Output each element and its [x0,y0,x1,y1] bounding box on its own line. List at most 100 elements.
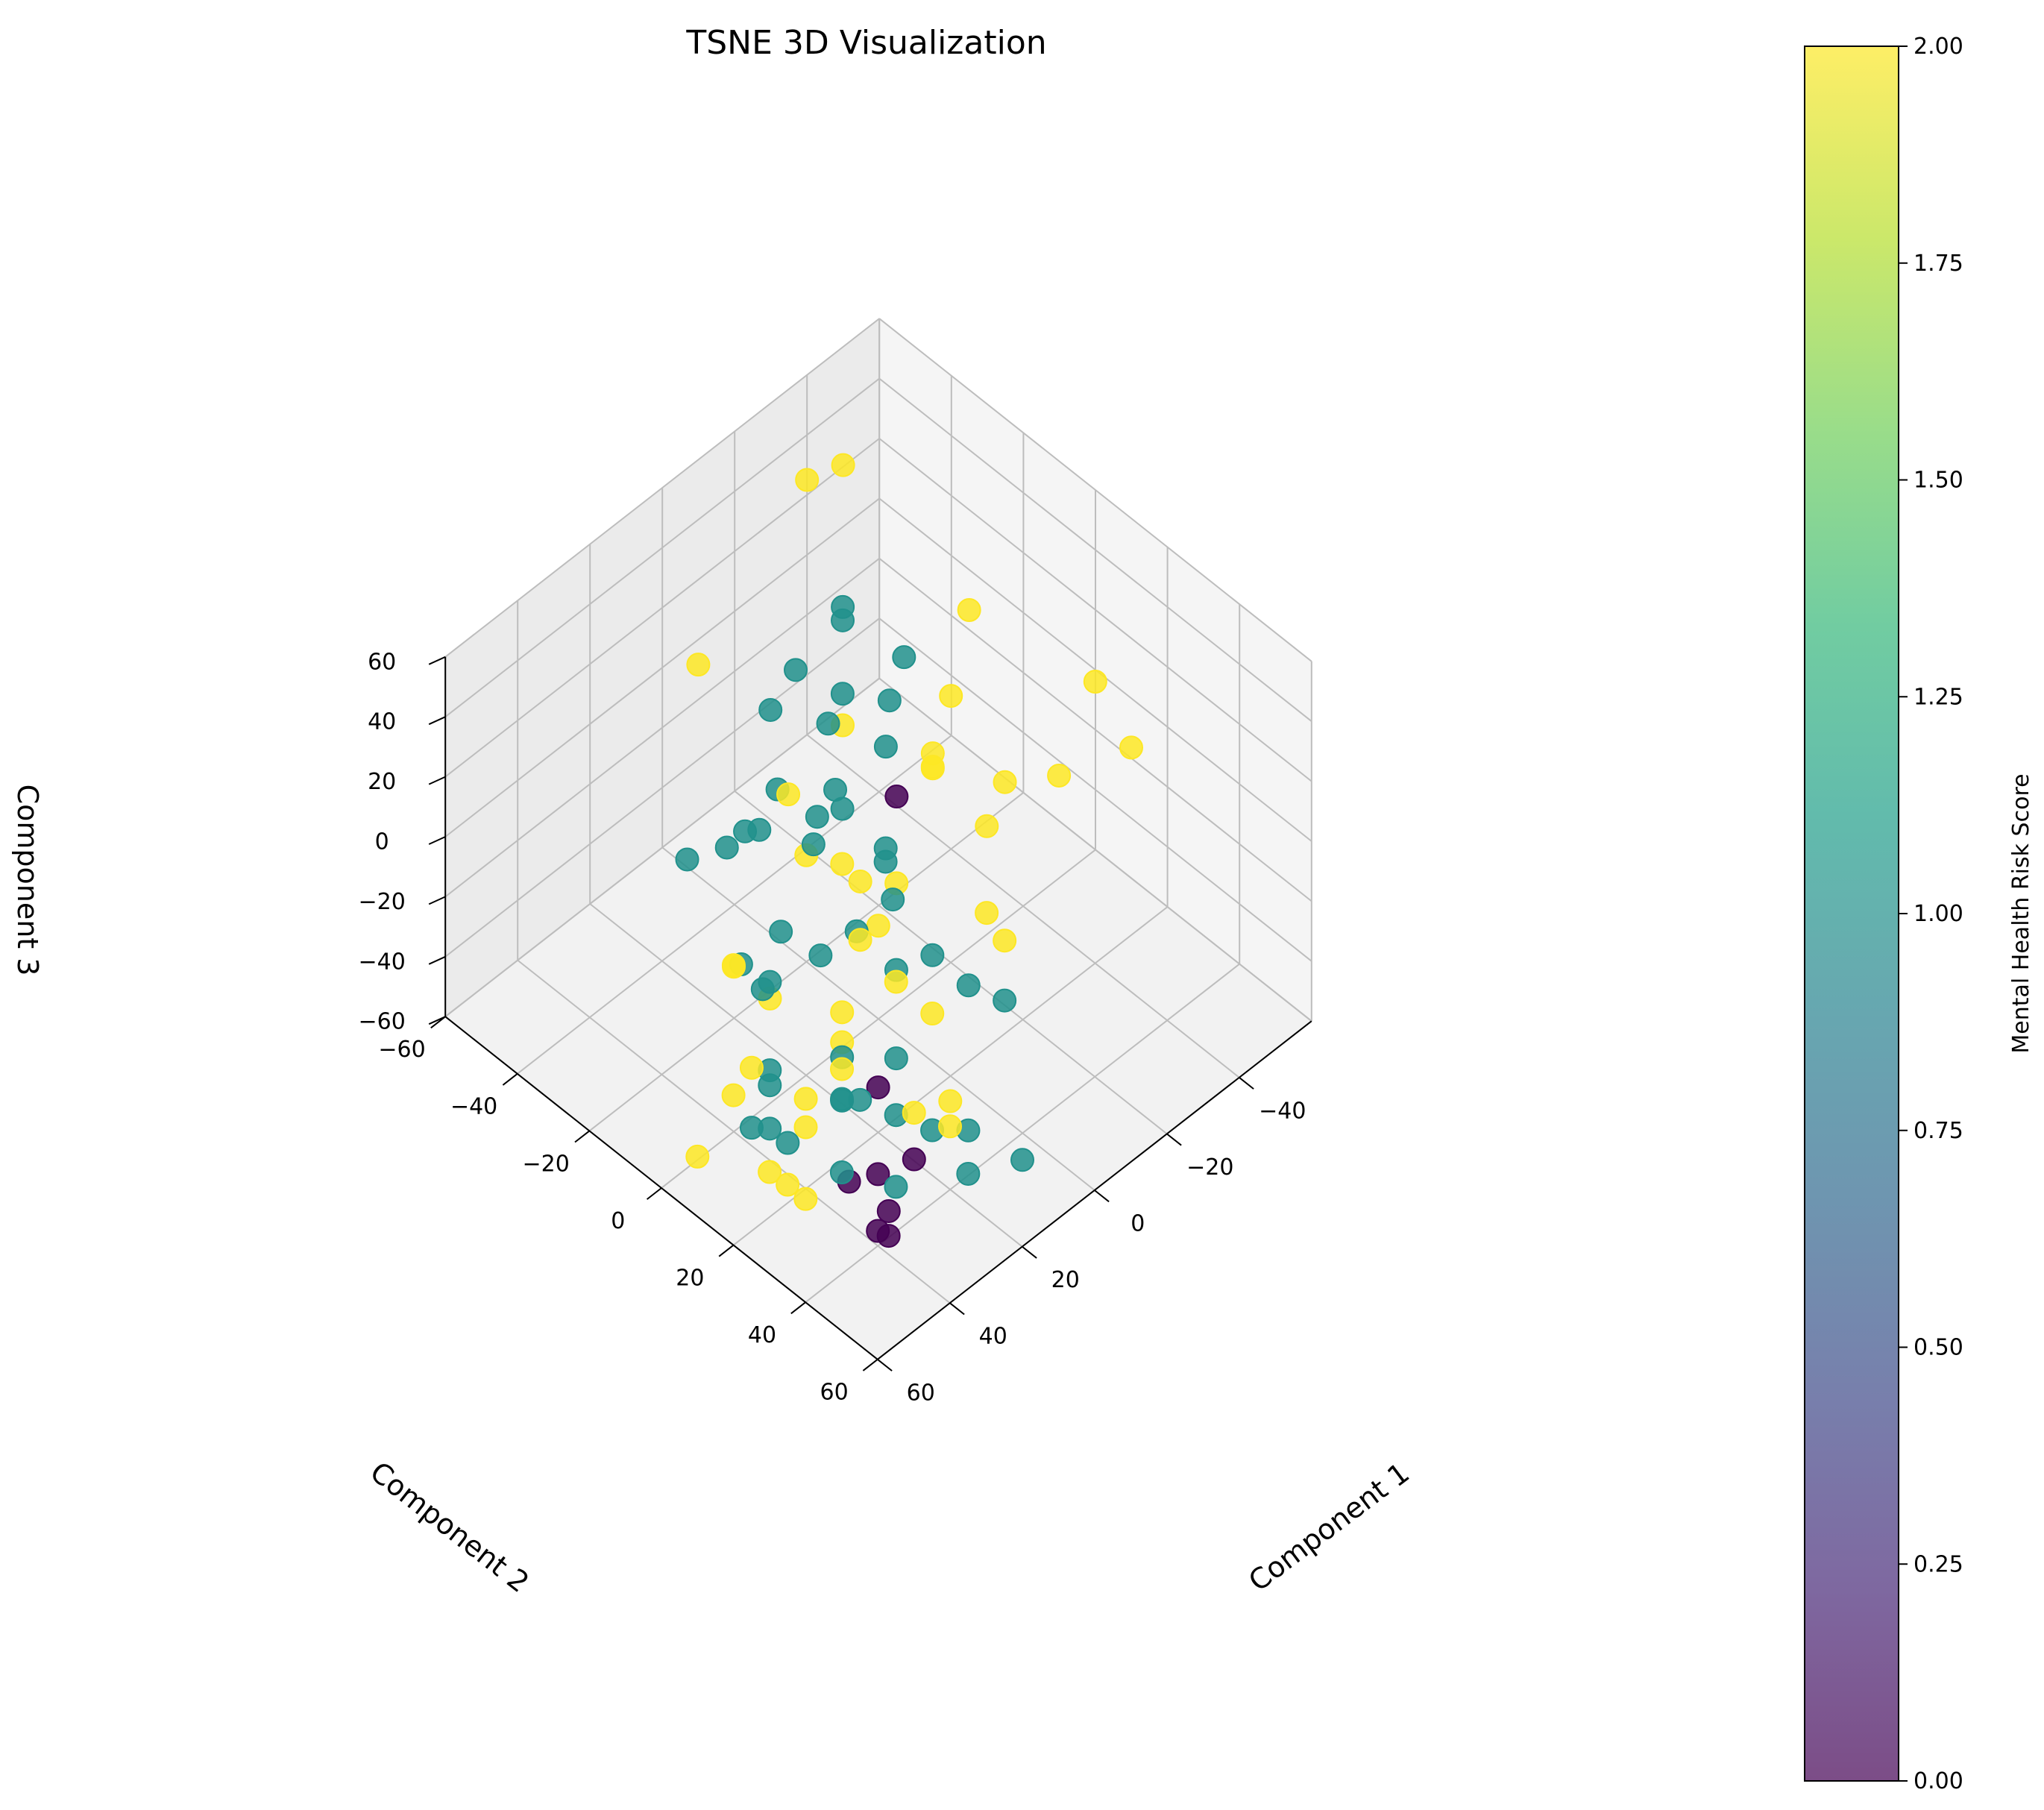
scatter-point [920,1002,945,1026]
colorbar-tick-label: 1.00 [1914,901,1963,927]
axes-3d: −40 −20 0 20 40 60 −60 −40 −20 0 20 40 60 −60 −40 −20… [359,318,1312,1406]
z-tick-label: 0 [375,829,389,855]
scatter-point [831,608,855,632]
scatter-point [993,928,1017,953]
z-tick-label: −20 [359,889,406,915]
scatter-point [1083,670,1107,694]
x-ticks: −40 −20 0 20 40 60 [877,1077,1306,1406]
scatter-point [831,453,855,477]
scatter-point [873,849,898,874]
scatter-point [848,869,872,893]
scatter-point [956,1161,981,1186]
scatter-point [776,1131,800,1155]
scatter-point [758,1073,782,1098]
scatter-point [920,943,945,967]
scatter-point [956,973,981,998]
scatter-point [902,1101,926,1125]
scatter-point [938,1114,962,1139]
scatter-point [873,735,898,759]
scatter-point [758,697,783,722]
y-tick-label: 60 [820,1380,849,1406]
scatter-point [975,901,999,926]
y-tick-label: 0 [611,1208,625,1234]
scatter-point [829,1160,854,1184]
x-tick-label: 60 [907,1380,935,1406]
scatter-point [884,1175,908,1199]
colorbar-tick-label: 1.50 [1914,468,1963,494]
x-tick-label: 20 [1051,1267,1080,1293]
colorbar-label: Mental Health Risk Score [2008,773,2034,1053]
chart-title: TSNE 3D Visualization [685,24,1046,62]
scatter-point [675,847,699,872]
scatter-point [721,953,746,978]
scatter-point [739,1055,764,1080]
scatter-point [993,770,1017,794]
scatter-point [876,1198,901,1223]
scatter-point [884,1046,908,1071]
scatter-point [993,988,1017,1013]
scatter-point [1047,763,1072,788]
scatter-point [793,1087,818,1111]
scatter-point [892,645,916,670]
scatter-points [675,453,1143,1248]
scatter-point [769,920,793,944]
scatter-point [747,817,772,842]
x-axis-label: Component 1 [1242,1457,1415,1598]
colorbar-tick-label: 0.75 [1914,1118,1963,1144]
scatter-point [685,1144,710,1169]
scatter-point [686,653,711,677]
colorbar-tick-label: 2.00 [1914,34,1963,60]
colorbar-ticks: 0.00 0.25 0.50 0.75 1.00 1.25 1.50 1.75 2.00 [1899,34,1963,1794]
x-tick-label: 40 [979,1324,1007,1350]
scatter-point [881,887,905,912]
scatter-point [801,832,826,857]
x-tick-label: −20 [1186,1154,1233,1181]
z-axis-label: Component 3 [11,785,44,976]
scatter-point [830,1000,855,1025]
y-tick-label: −20 [523,1151,570,1177]
y-tick-label: 40 [748,1322,776,1348]
colorbar-tick-label: 0.25 [1914,1551,1963,1577]
scatter-point [1010,1148,1034,1172]
scatter-point [920,755,945,779]
scatter-point [1119,735,1143,760]
scatter-point [830,682,855,706]
colorbar: 0.00 0.25 0.50 0.75 1.00 1.25 1.50 1.75 2.00 [1804,34,1963,1794]
scatter-point [877,688,902,713]
scatter-point [902,1147,926,1172]
y-tick-label: −40 [450,1094,497,1120]
scatter-point [866,1162,890,1187]
scatter-point [884,970,908,994]
scatter-point [776,1172,800,1197]
scatter-point [805,805,829,829]
scatter-point [721,1083,746,1107]
z-tick-label: −60 [359,1009,406,1035]
z-tick-label: 20 [368,769,396,795]
x-tick-label: −40 [1259,1098,1306,1124]
colorbar-gradient [1804,45,1899,1782]
scatter-point [795,468,820,492]
scatter-point [808,943,833,968]
scatter-point [830,796,855,821]
z-tick-label: −40 [359,949,406,975]
scatter-point [975,814,999,838]
scatter-point [793,1187,818,1211]
z-tick-label: 60 [368,649,396,675]
scatter-point [884,785,909,809]
y-ticks: −60 −40 −20 0 20 40 60 [378,1016,878,1406]
scatter-point [848,928,872,952]
scatter-point [830,852,855,876]
scatter-point [758,970,782,994]
y-axis-label: Component 2 [364,1455,535,1599]
x-tick-label: 0 [1131,1210,1145,1236]
colorbar-tick-label: 0.50 [1914,1335,1963,1361]
scatter-point [957,598,981,622]
scatter-point [784,658,808,682]
scatter-point [758,1160,782,1184]
gridlines [444,318,1312,1360]
scatter-point [776,782,801,807]
scatter-point [866,914,890,938]
colorbar-tick-label: 1.25 [1914,684,1963,710]
scatter-point [939,684,963,708]
